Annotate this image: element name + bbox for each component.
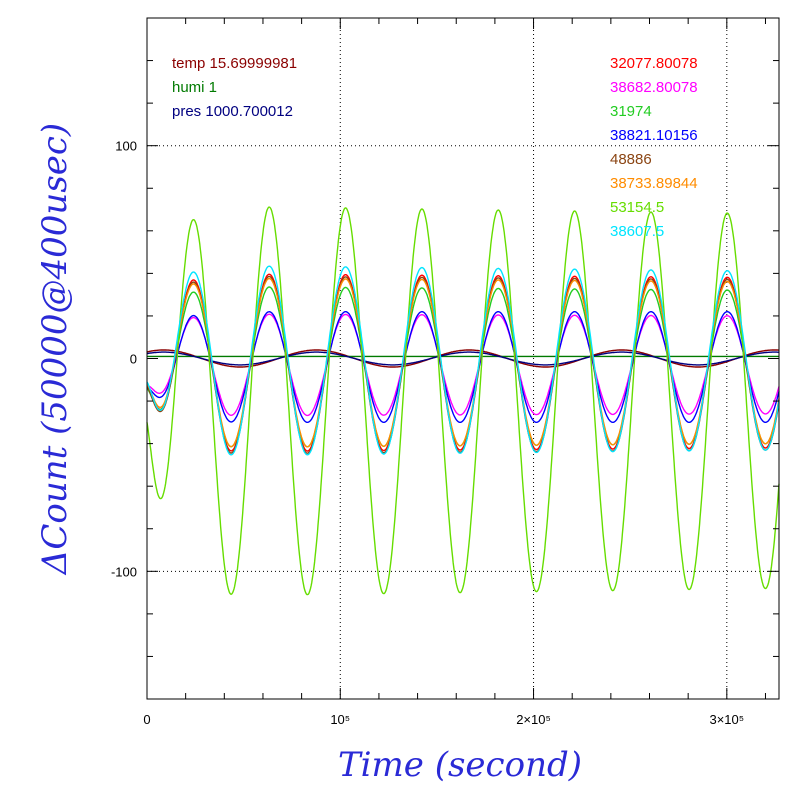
legend-entry: 31974	[610, 103, 652, 120]
y-tick-label: 0	[130, 352, 137, 367]
grid-lines	[147, 18, 779, 699]
legend-entry: 38607.5	[610, 223, 664, 240]
series-line	[146, 206, 780, 596]
legend-entry: 38733.89844	[610, 175, 698, 192]
x-axis-title: Time (second)	[338, 745, 582, 785]
legend: temp 15.69999981 humi 1 pres 1000.700012 32…	[172, 55, 698, 240]
legend-entry: humi 1	[172, 79, 217, 96]
legend-entry: 38682.80078	[610, 79, 698, 96]
legend-entry: 53154.5	[610, 199, 664, 216]
legend-entry: temp 15.69999981	[172, 55, 297, 72]
legend-entry: 38821.10156	[610, 127, 698, 144]
y-tick-label: -100	[111, 564, 137, 579]
plot-frame	[146, 17, 780, 700]
series-line	[146, 265, 780, 456]
x-tick-label: 0	[143, 712, 150, 727]
x-tick-label: 10⁵	[330, 712, 350, 727]
legend-entry: 48886	[610, 151, 652, 168]
y-axis-title: ΔCount (50000@400usec)	[35, 123, 75, 576]
tick-labels: 0 10⁵ 2×10⁵ 3×10⁵ -100 0 100	[111, 139, 744, 727]
axis-ticks	[146, 17, 779, 700]
x-tick-label: 2×10⁵	[516, 712, 551, 727]
legend-entry: 32077.80078	[610, 55, 698, 72]
y-tick-label: 100	[115, 139, 137, 154]
legend-entry: pres 1000.700012	[172, 103, 293, 120]
data-curves	[146, 206, 780, 596]
x-tick-label: 3×10⁵	[709, 712, 744, 727]
environment-series-line	[146, 351, 779, 366]
